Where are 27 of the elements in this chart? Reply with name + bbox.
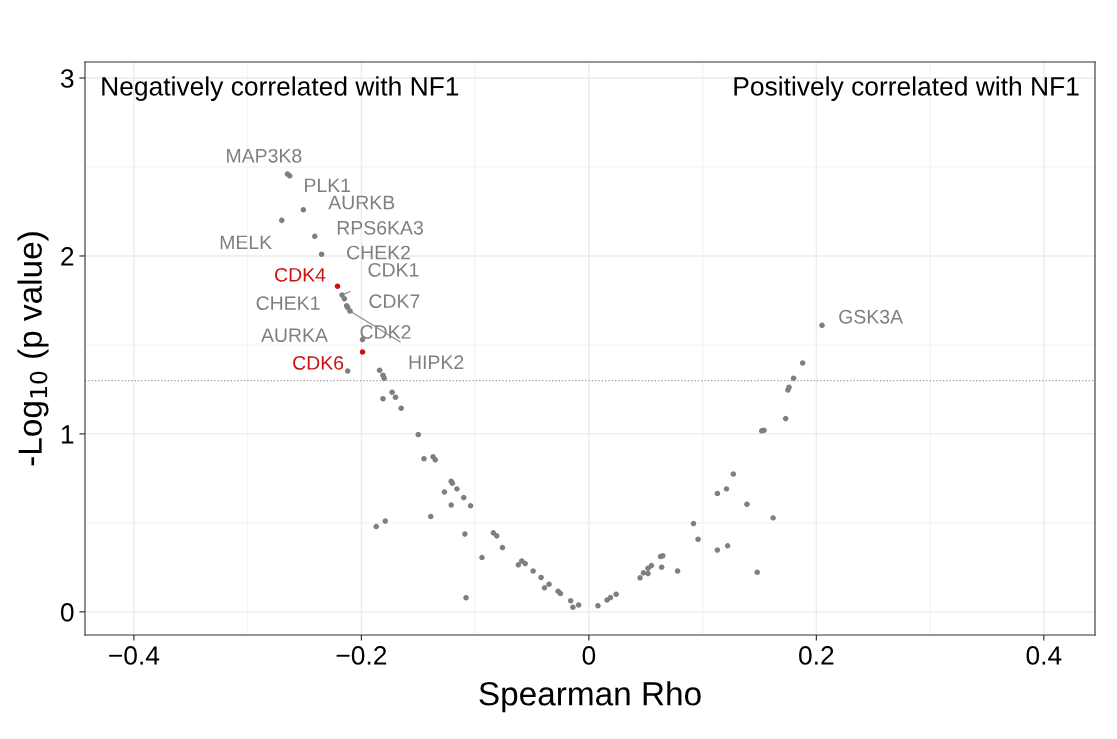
- annotation: CDK1: [368, 262, 419, 277]
- x-tick-label: 0.4: [1026, 646, 1062, 665]
- y-tick-label: 0: [60, 603, 74, 622]
- annotation: CHEK1: [256, 296, 320, 311]
- y-tick-label: 1: [61, 425, 74, 444]
- annotation: CDK6: [293, 356, 344, 370]
- annotation: PLK1: [305, 178, 351, 193]
- annotation: CDK7: [369, 294, 420, 309]
- annotation: MELK: [220, 235, 272, 250]
- annotation: CDK4: [275, 267, 326, 282]
- annotation: AURKB: [328, 195, 395, 210]
- x-tick-label: −0.2: [336, 646, 387, 665]
- annotation: GSK3A: [839, 309, 904, 324]
- x-axis-title: Spearman Rho: [479, 681, 701, 713]
- annotation: AURKA: [261, 328, 328, 343]
- annotation: Negatively correlated with NF1: [102, 76, 459, 101]
- y-tick-label: 3: [60, 69, 74, 88]
- y-axis-title: -Log$_{10}$ (p value): [17, 232, 49, 466]
- annotation: RPS6KA3: [337, 220, 423, 235]
- annotation: CHEK2: [347, 245, 410, 260]
- x-tick-label: 0: [582, 646, 596, 665]
- annotation: MAP3K8: [227, 148, 302, 163]
- annotation: HIPK2: [409, 355, 464, 369]
- y-tick-label: 2: [61, 247, 74, 266]
- annotation: Positively correlated with NF1: [734, 76, 1079, 101]
- x-tick-label: −0.4: [109, 646, 160, 665]
- x-tick-label: 0.2: [799, 646, 834, 665]
